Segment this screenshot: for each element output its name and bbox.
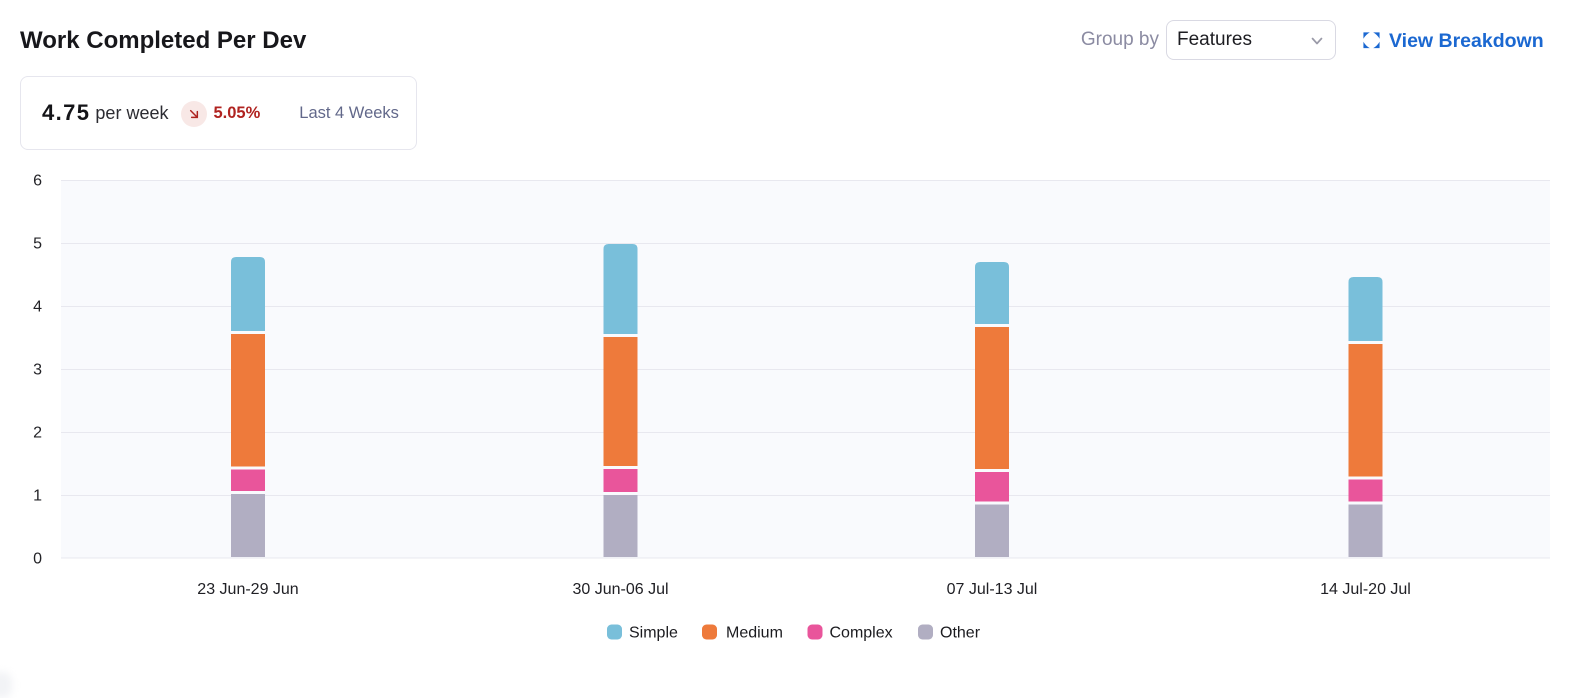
svg-text:Other: Other — [940, 625, 981, 642]
svg-text:Medium: Medium — [726, 625, 783, 642]
svg-text:30 Jun-06 Jul: 30 Jun-06 Jul — [572, 581, 668, 598]
svg-text:14 Jul-20 Jul: 14 Jul-20 Jul — [1320, 581, 1411, 598]
svg-text:4: 4 — [33, 299, 42, 316]
svg-text:5: 5 — [33, 236, 42, 253]
svg-text:1: 1 — [33, 488, 42, 505]
svg-text:Simple: Simple — [629, 625, 678, 642]
svg-text:2: 2 — [33, 425, 42, 442]
svg-text:3: 3 — [33, 362, 42, 379]
svg-text:Complex: Complex — [830, 625, 893, 642]
svg-text:6: 6 — [33, 173, 42, 190]
svg-text:0: 0 — [33, 551, 42, 568]
svg-text:23 Jun-29 Jun: 23 Jun-29 Jun — [197, 581, 298, 598]
svg-text:07 Jul-13 Jul: 07 Jul-13 Jul — [947, 581, 1038, 598]
